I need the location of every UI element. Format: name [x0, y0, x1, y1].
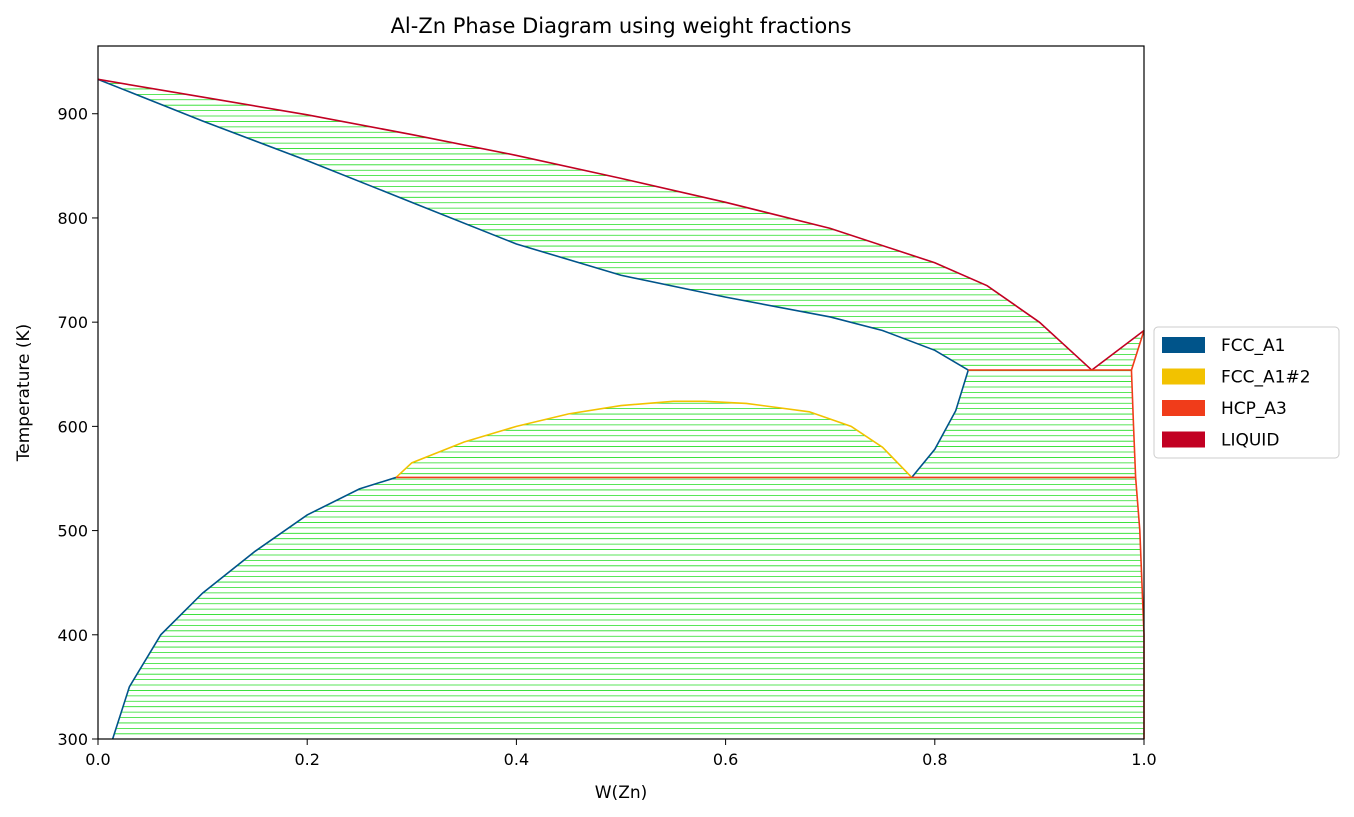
y-tick-label: 900	[57, 105, 88, 124]
tie-lines	[108, 83, 1144, 735]
legend-label: LIQUID	[1221, 431, 1279, 451]
y-tick-label: 600	[57, 417, 88, 436]
x-axis-label: W(Zn)	[595, 783, 648, 803]
legend-box	[1153, 326, 1340, 459]
legend-swatch	[1162, 400, 1205, 416]
legend-label: FCC_A1#2	[1221, 368, 1311, 388]
y-tick-label: 300	[57, 730, 88, 749]
y-tick-label: 400	[57, 626, 88, 645]
x-tick-label: 0.4	[504, 750, 529, 769]
legend-label: HCP_A3	[1221, 399, 1287, 419]
legend-swatch	[1162, 337, 1205, 353]
chart-title: Al-Zn Phase Diagram using weight fractio…	[391, 14, 852, 38]
x-axis-ticks: 0.0 0.2 0.4 0.6 0.8 1.0	[85, 739, 1157, 769]
x-tick-label: 0.6	[713, 750, 738, 769]
legend-swatch	[1162, 368, 1205, 385]
boundary-liquidus-zn	[1091, 329, 1145, 371]
plot-frame	[97, 45, 1145, 740]
x-tick-label: 0.2	[294, 750, 319, 769]
x-tick-label: 0.0	[85, 750, 110, 769]
y-axis-label: Temperature (K)	[14, 324, 34, 463]
y-tick-label: 500	[57, 522, 88, 541]
y-tick-label: 800	[57, 209, 88, 228]
x-tick-label: 0.8	[922, 750, 947, 769]
boundary-hcp-solvus	[1130, 370, 1145, 739]
boundary-fcc-solvus	[111, 476, 397, 740]
legend: FCC_A1 FCC_A1#2 HCP_A3 LIQUID	[1153, 326, 1340, 459]
phase-boundaries	[97, 78, 1145, 740]
y-axis-ticks: 300 400 500 600 700 800 900	[57, 105, 98, 749]
x-tick-label: 1.0	[1131, 750, 1156, 769]
legend-label: FCC_A1	[1221, 336, 1285, 356]
boundary-fcc-zn-side	[911, 369, 970, 478]
boundary-miscibility-gap	[395, 400, 913, 479]
boundary-liquidus	[97, 78, 1093, 371]
y-tick-label: 700	[57, 313, 88, 332]
boundary-hcp-liquid	[1130, 330, 1145, 371]
legend-swatch	[1162, 431, 1205, 448]
boundary-solidus	[97, 78, 969, 371]
